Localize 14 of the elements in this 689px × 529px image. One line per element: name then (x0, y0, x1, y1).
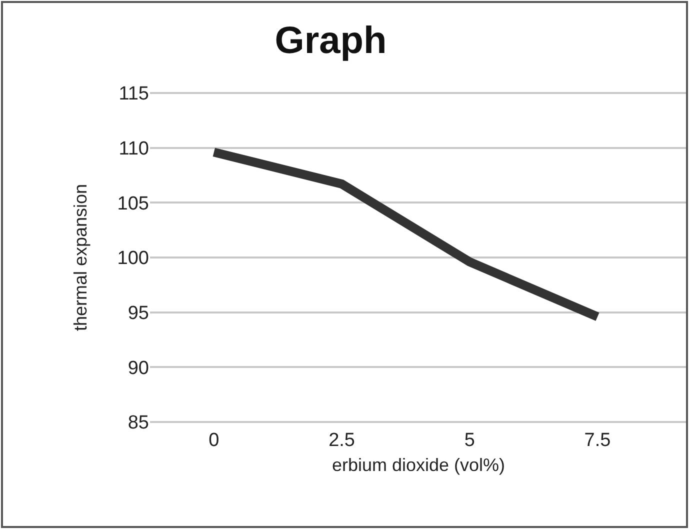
y-tick-label: 95 (128, 303, 149, 324)
x-tick-label: 5 (464, 430, 475, 451)
x-tick-label: 2.5 (328, 430, 355, 451)
y-tick-label: 105 (117, 193, 149, 214)
x-axis-title: erbium dioxide (vol%) (332, 455, 506, 476)
chart-title: Graph (274, 20, 387, 62)
x-tick-label: 7.5 (584, 430, 611, 451)
y-tick-label: 90 (128, 358, 149, 379)
y-tick-label: 115 (118, 84, 149, 105)
y-tick-label: 100 (117, 248, 149, 270)
x-tick-label: 0 (208, 430, 220, 451)
y-tick-label: 85 (128, 412, 149, 434)
y-axis-title: thermal expansion (70, 184, 90, 332)
y-tick-label: 110 (118, 138, 149, 160)
